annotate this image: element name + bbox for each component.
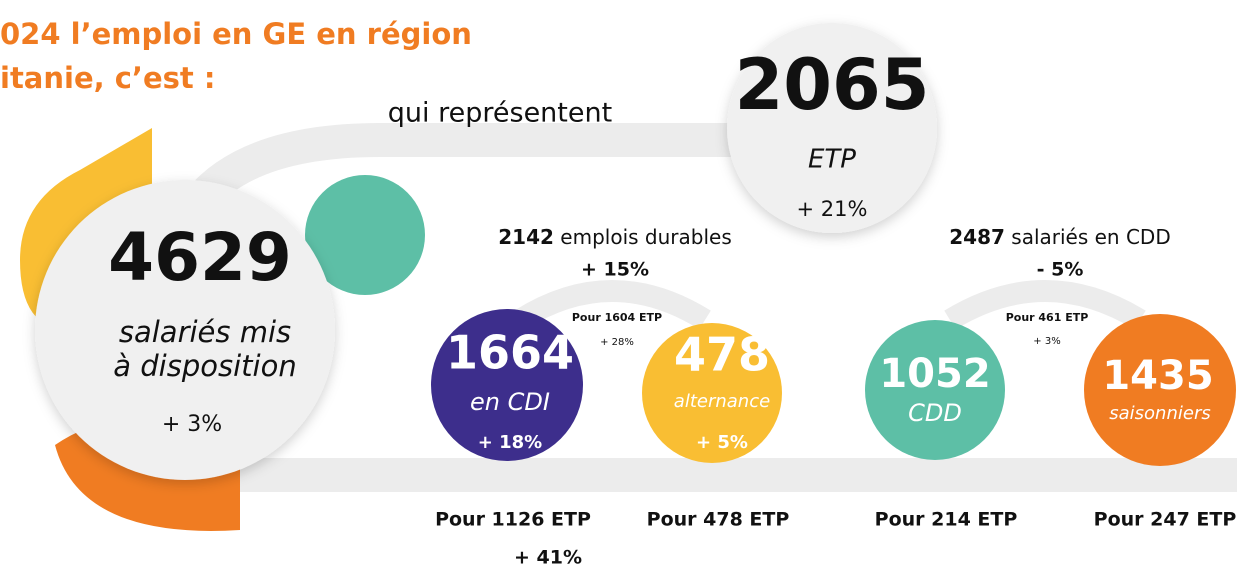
cdd-circle <box>865 320 1005 460</box>
footer-etp: Pour 1126 ETP <box>435 509 591 531</box>
cdi-label: en CDI <box>470 388 550 416</box>
band-top <box>186 123 760 212</box>
group-heading: 2487 salariés en CDD <box>949 225 1170 249</box>
cdd-label: CDD <box>908 399 962 427</box>
title-line: itanie, c’est : <box>0 61 215 95</box>
arc-note-change: + 3% <box>1033 336 1060 347</box>
main-label: salariés mis <box>119 315 291 349</box>
heading-text: emplois durables <box>560 225 731 249</box>
cdi-number: 1664 <box>446 326 574 380</box>
main-circle <box>35 180 335 480</box>
arc-note: Pour 461 ETP <box>1006 311 1089 324</box>
etp-change: + 21% <box>797 197 868 221</box>
footer-change: + 41% <box>514 547 582 565</box>
heading-number: 2487 <box>949 225 1005 249</box>
group-change: + 15% <box>581 259 649 281</box>
footer-etp: Pour 247 ETP <box>1094 509 1237 531</box>
cdd-number: 1052 <box>879 351 990 397</box>
heading-number: 2142 <box>498 225 554 249</box>
heading-text: salariés en CDD <box>1011 225 1170 249</box>
connector-text: qui représentent <box>388 98 612 129</box>
saisonniers-number: 1435 <box>1102 353 1213 399</box>
footer-etp: Pour 214 ETP <box>875 509 1018 531</box>
title-line: 024 l’emploi en GE en région <box>0 17 472 51</box>
group-change: - 5% <box>1037 259 1084 281</box>
etp-circle <box>727 23 937 233</box>
alternance-label: alternance <box>674 391 770 412</box>
teal-blob <box>305 175 425 295</box>
footer-etp: Pour 478 ETP <box>647 509 790 531</box>
etp-label: ETP <box>808 145 856 175</box>
main-number: 4629 <box>108 219 292 296</box>
cdi-change: + 18% <box>478 432 542 453</box>
cdi-circle <box>431 309 583 461</box>
etp-number: 2065 <box>735 44 930 126</box>
arc-note-change: + 28% <box>600 337 634 348</box>
main-change: + 3% <box>162 412 222 437</box>
alternance-number: 478 <box>674 328 770 382</box>
alternance-circle <box>642 323 782 463</box>
saisonniers-circle <box>1084 314 1236 466</box>
arc-cdd <box>944 280 1146 330</box>
alternance-change: + 5% <box>696 432 748 453</box>
main-label: à disposition <box>113 349 296 383</box>
band-bottom <box>120 458 1237 492</box>
arc-note: Pour 1604 ETP <box>572 311 662 324</box>
saisonniers-label: saisonniers <box>1109 403 1210 424</box>
group-heading: 2142 emplois durables <box>498 225 731 249</box>
arc-durables <box>514 280 711 330</box>
